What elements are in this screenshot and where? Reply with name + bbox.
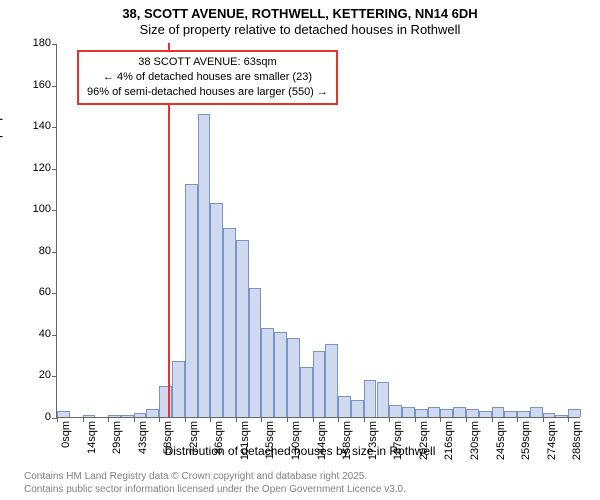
histogram-bar [325,344,338,417]
x-tick-mark [185,417,186,422]
histogram-bar [300,367,313,417]
x-axis-label: Distribution of detached houses by size … [0,444,600,458]
y-tick-mark [52,293,57,294]
x-tick-mark [338,417,339,422]
y-tick-label: 180 [17,37,57,49]
y-tick-mark [52,210,57,211]
x-tick-mark [568,417,569,422]
histogram-bar [364,380,377,417]
x-tick-mark [313,417,314,422]
x-tick-mark [492,417,493,422]
callout-line3: 96% of semi-detached houses are larger (… [87,85,328,100]
callout-line2: ← 4% of detached houses are smaller (23) [87,70,328,85]
x-tick-mark [287,417,288,422]
x-tick-mark [364,417,365,422]
y-tick-label: 80 [17,245,57,257]
histogram-bar [440,409,453,417]
y-tick-label: 120 [17,162,57,174]
y-tick-mark [52,169,57,170]
footnote-line1: Contains HM Land Registry data © Crown c… [24,470,600,483]
x-tick-mark [543,417,544,422]
histogram-bar [261,328,274,417]
y-tick-mark [52,252,57,253]
histogram-bar [313,351,326,417]
y-tick-mark [52,86,57,87]
histogram-bar [453,407,466,417]
histogram-bar [172,361,185,417]
histogram-bar [210,203,223,417]
y-tick-label: 160 [17,79,57,91]
histogram-bar [415,409,428,417]
callout-box: 38 SCOTT AVENUE: 63sqm← 4% of detached h… [77,50,338,105]
histogram-chart: 38, SCOTT AVENUE, ROTHWELL, KETTERING, N… [0,0,600,500]
histogram-bar [338,396,351,417]
x-tick-mark [159,417,160,422]
x-tick-mark [108,417,109,422]
plot-area: 0204060801001201401601800sqm14sqm29sqm43… [56,44,580,418]
x-tick-mark [83,417,84,422]
callout-line1: 38 SCOTT AVENUE: 63sqm [87,55,328,70]
histogram-bar [274,332,287,417]
histogram-bar [249,288,262,417]
histogram-bar [351,400,364,417]
y-tick-mark [52,127,57,128]
histogram-bar [185,184,198,417]
histogram-bar [377,382,390,417]
x-tick-mark [389,417,390,422]
x-tick-mark [440,417,441,422]
histogram-bar [389,405,402,417]
histogram-bar [466,409,479,417]
histogram-bar [402,407,415,417]
histogram-bar [492,407,505,417]
histogram-bar [236,240,249,417]
x-tick-mark [517,417,518,422]
footnote-line2: Contains public sector information licen… [24,483,600,496]
chart-subtitle: Size of property relative to detached ho… [0,22,600,37]
footnote: Contains HM Land Registry data © Crown c… [0,470,600,496]
y-tick-label: 40 [17,328,57,340]
y-tick-label: 60 [17,286,57,298]
x-tick-mark [466,417,467,422]
x-tick-mark [210,417,211,422]
x-tick-mark [236,417,237,422]
y-axis-label: Number of detached properties [0,85,3,250]
histogram-bar [146,409,159,417]
y-tick-mark [52,376,57,377]
x-tick-mark [57,417,58,422]
histogram-bar [428,407,441,417]
histogram-bar [223,228,236,417]
y-tick-label: 20 [17,369,57,381]
histogram-bar [568,409,581,417]
histogram-bar [530,407,543,417]
x-tick-mark [415,417,416,422]
y-tick-label: 140 [17,120,57,132]
y-tick-label: 0 [17,411,57,423]
x-tick-mark [134,417,135,422]
x-tick-mark [261,417,262,422]
histogram-bar [287,338,300,417]
histogram-bar [159,386,172,417]
chart-title: 38, SCOTT AVENUE, ROTHWELL, KETTERING, N… [0,6,600,21]
histogram-bar [198,114,211,417]
y-tick-mark [52,335,57,336]
y-tick-mark [52,44,57,45]
y-tick-label: 100 [17,203,57,215]
